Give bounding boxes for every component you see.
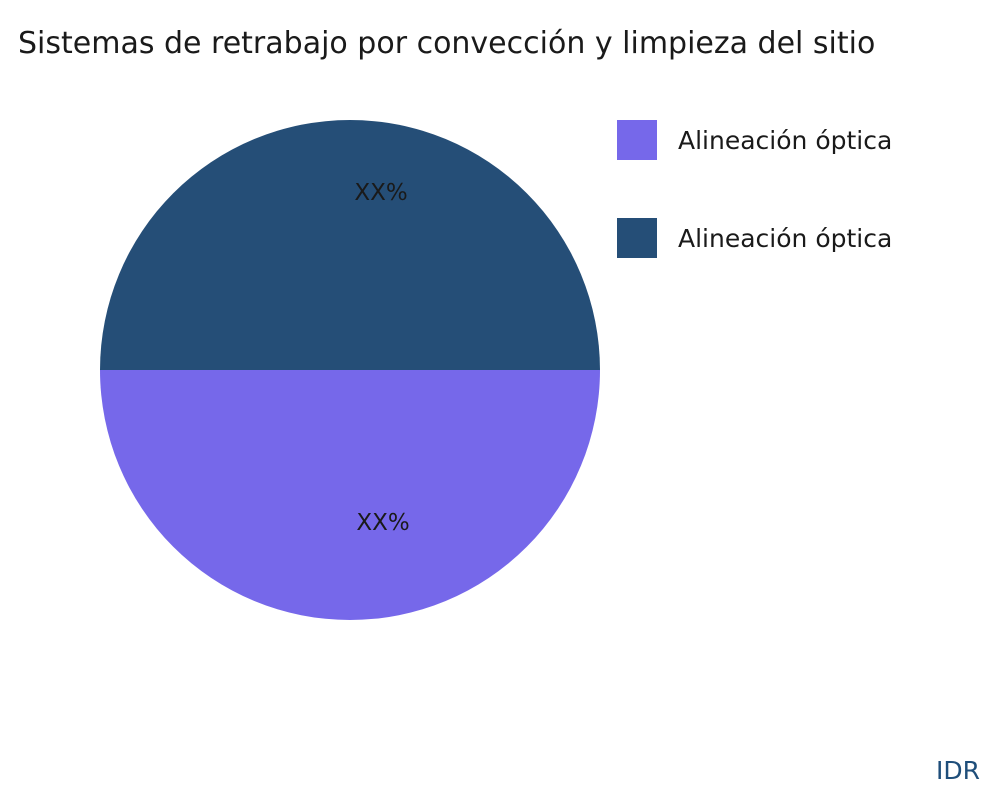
- pie-chart: [100, 120, 600, 620]
- legend-label: Alineación óptica: [678, 223, 893, 253]
- legend-swatch-purple: [617, 120, 657, 160]
- legend-swatch-navy: [617, 218, 657, 258]
- pie-slice-label-bottom: XX%: [356, 510, 410, 536]
- watermark: IDR: [936, 756, 980, 785]
- pie-slice-label-top: XX%: [354, 180, 408, 206]
- legend-item: Alineación óptica: [617, 218, 892, 258]
- legend-label: Alineación óptica: [678, 125, 893, 155]
- chart-title: Sistemas de retrabajo por convección y l…: [18, 26, 876, 61]
- legend-item: Alineación óptica: [617, 120, 892, 160]
- legend: Alineación óptica Alineación óptica: [617, 120, 892, 258]
- pie-chart-area: XX% XX%: [100, 120, 600, 620]
